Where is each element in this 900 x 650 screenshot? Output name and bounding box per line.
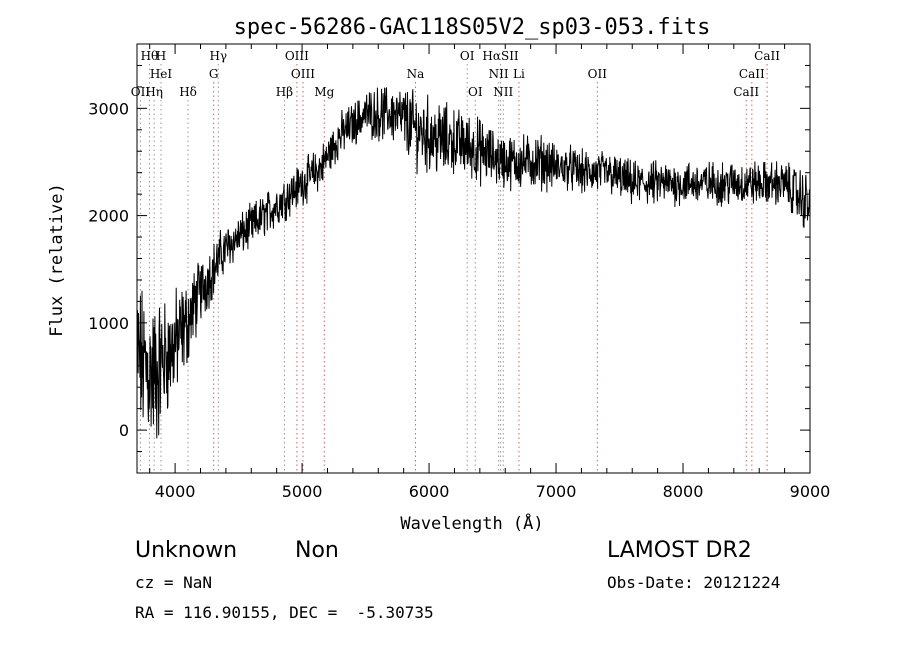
marker-label-13: OII [588,67,608,81]
marker-label-22: CaII [733,85,759,99]
x-tick-label-1: 5000 [282,482,323,501]
marker-label-1: H [156,49,166,63]
chart-title: spec-56286-GAC118S05V2_sp03-053.fits [234,15,711,40]
x-axis-label: Wavelength (Å) [400,512,543,534]
marker-label-18: Hβ [276,85,293,99]
y-axis-label: Flux (relative) [47,183,67,337]
marker-label-20: OI [468,85,483,99]
obs-date-label: Obs-Date: 20121224 [607,573,781,592]
y-tick-label-2: 2000 [88,207,129,226]
y-tick-label-1: 1000 [88,314,129,333]
x-tick-label-4: 8000 [663,482,704,501]
marker-label-3: OIII [285,49,309,63]
subclass-label: Non [295,538,339,563]
marker-label-12: Li [513,67,525,81]
marker-label-4: OI [460,49,475,63]
spectrum-line-group [136,86,811,439]
marker-label-8: G [209,67,219,81]
coordinates-label: RA = 116.90155, DEC = -5.30735 [135,603,434,622]
marker-label-21: NII [493,85,513,99]
x-tick-label-5: 9000 [790,482,831,501]
survey-label: LAMOST DR2 [607,538,752,563]
x-tick-label-2: 6000 [409,482,450,501]
marker-label-16: Hη [145,85,163,99]
marker-label-6: CaII [754,49,780,63]
marker-label-14: CaII [739,67,765,81]
marker-label-2: Hγ [209,49,227,63]
marker-label-11: NII [489,67,509,81]
marker-label-0: Hθ [141,49,159,63]
y-tick-label-3: 3000 [88,99,129,118]
marker-label-17: Hδ [179,85,197,99]
marker-label-5: HαSII [482,49,519,63]
marker-label-15: OII [131,85,151,99]
plot-frame [136,43,811,474]
y-tick-label-0: 0 [119,421,129,440]
axes: 4000 5000 6000 7000 8000 9000 0 1000 2000 3000 [88,43,831,501]
class-label: Unknown [135,538,238,563]
cz-label: cz = NaN [135,573,213,592]
x-tick-label-3: 7000 [536,482,577,501]
x-tick-label-0: 4000 [155,482,196,501]
marker-label-9: OIII [291,67,315,81]
marker-label-7: HeI [150,67,173,81]
marker-label-19: Mg [314,85,334,99]
marker-label-10: Na [407,67,425,81]
spectrum-line [136,86,811,439]
